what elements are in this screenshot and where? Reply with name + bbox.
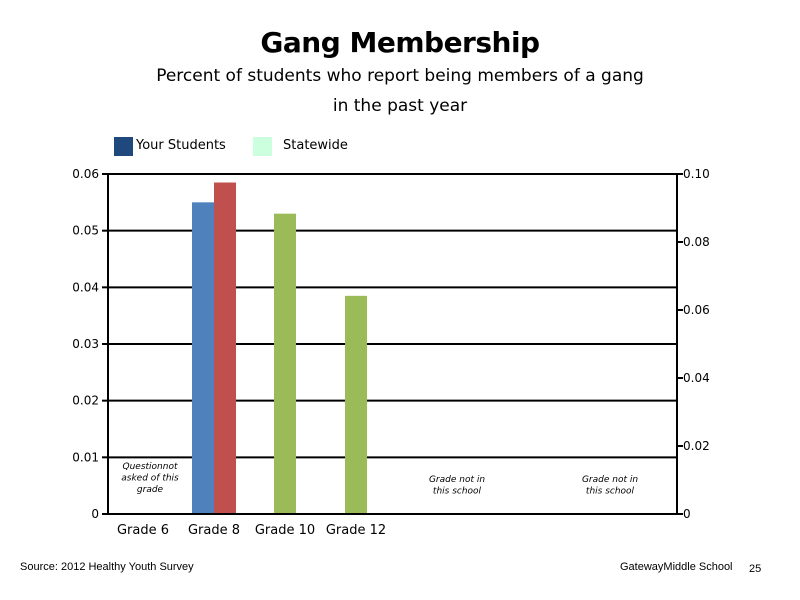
chart-title: Gang Membership: [260, 26, 540, 59]
annotation-text: this school: [433, 487, 482, 497]
y-tick-label: 0: [91, 507, 99, 521]
x-tick-label: Grade 10: [255, 523, 315, 538]
annotation-text: Questionnot: [123, 462, 178, 472]
legend-swatch-statewide: [253, 137, 272, 156]
x-tick-label: Grade 8: [188, 523, 240, 538]
legend-label-your-students: Your Students: [136, 138, 226, 153]
y-tick-label: 0.04: [72, 280, 99, 294]
legend-label-statewide: Statewide: [283, 138, 348, 153]
right-y-tick-label: 0.02: [683, 439, 710, 453]
y-tick-label: 0.01: [72, 450, 99, 464]
annotation-text: asked of this: [121, 474, 179, 484]
legend-swatch-your-students: [114, 137, 133, 156]
footer-school-name: GatewayMiddle School: [620, 561, 733, 573]
bar-grade-12-series-3: [345, 295, 367, 514]
footer-page-number: 25: [749, 563, 762, 575]
right-y-tick-label: 0: [683, 507, 691, 521]
y-tick-label: 0.06: [72, 167, 99, 181]
right-y-tick-label: 0.10: [683, 167, 710, 181]
x-tick-label: Grade 12: [326, 523, 386, 538]
bar-grade-8-series-2: [214, 182, 236, 514]
chart-subtitle-line-2: in the past year: [332, 96, 468, 116]
bar-chart: 0 0.01 0.02 0.03 0.04 0.05 0.06 0 0.02 0.04 0.06 0.…: [72, 167, 710, 538]
right-y-tick-label: 0.06: [683, 303, 710, 317]
x-tick-label: Grade 6: [117, 523, 169, 538]
chart-subtitle-line-1: Percent of students who report being mem…: [156, 66, 644, 86]
annotation-text: grade: [137, 485, 164, 495]
annotation-text: this school: [586, 487, 635, 497]
annotation-text: Grade not in: [582, 475, 638, 485]
y-tick-label: 0.02: [72, 394, 99, 408]
y-tick-label: 0.05: [72, 224, 99, 238]
footer-source: Source: 2012 Healthy Youth Survey: [20, 561, 194, 573]
bar-grade-10-series-3: [274, 213, 296, 514]
bar-grade-8-series-1: [192, 202, 214, 515]
right-y-tick-label: 0.08: [683, 235, 710, 249]
annotation-text: Grade not in: [429, 475, 485, 485]
y-tick-label: 0.03: [72, 337, 99, 351]
right-y-tick-label: 0.04: [683, 371, 710, 385]
